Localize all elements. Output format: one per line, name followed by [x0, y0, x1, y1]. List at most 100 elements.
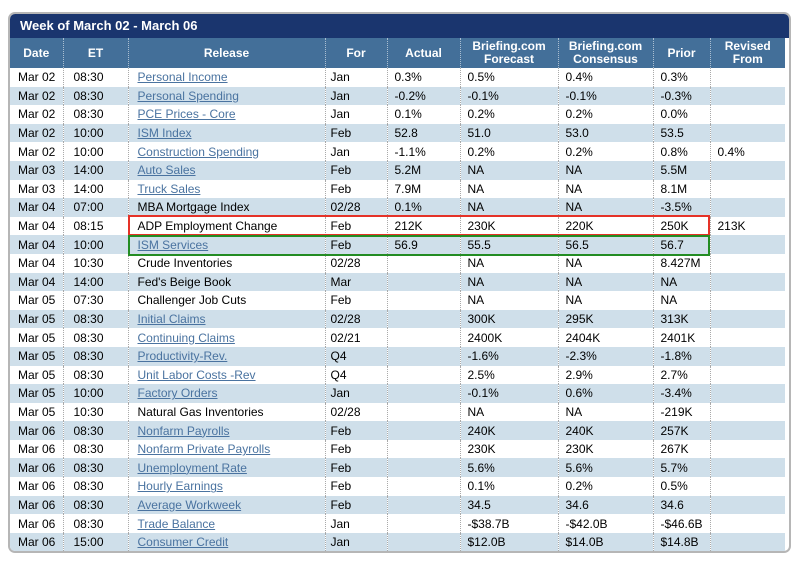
table-row-adp-employment-change: Mar 04 08:15 ADP Employment Change Feb 212K 2… — [10, 216, 785, 236]
for-cell: Feb — [324, 477, 387, 496]
release-link-personal-spending[interactable]: Personal Spending — [137, 88, 239, 103]
actual-cell — [386, 309, 460, 329]
release-link-pce-prices-core[interactable]: PCE Prices - Core — [137, 107, 236, 122]
release-cell: Unit Labor Costs -Rev — [127, 365, 325, 385]
release-link-factory-orders[interactable]: Factory Orders — [137, 386, 218, 401]
release-link-continuing-claims[interactable]: Continuing Claims — [137, 330, 235, 345]
et-cell: 07:30 — [62, 291, 128, 310]
table-row-average-workweek: Mar 06 08:30 Average Workweek Feb 34.5 34.6 34… — [10, 495, 785, 515]
actual-cell — [386, 272, 460, 292]
et-cell: 08:30 — [62, 346, 128, 366]
prior-cell: $14.8B — [652, 532, 710, 552]
forecast-cell: 2400K — [459, 328, 558, 347]
prior-cell: 267K — [652, 439, 710, 459]
column-header-release: Release — [127, 38, 325, 68]
et-cell: 08:30 — [62, 421, 128, 440]
et-cell: 14:00 — [62, 179, 128, 199]
release-link-truck-sales[interactable]: Truck Sales — [137, 181, 201, 196]
date-cell: Mar 03 — [18, 181, 56, 196]
for-cell: Feb — [324, 179, 387, 199]
et-cell: 14:00 — [62, 272, 128, 292]
release-link-nonfarm-private-payrolls[interactable]: Nonfarm Private Payrolls — [137, 442, 271, 457]
et-cell: 08:30 — [62, 68, 128, 87]
revised-cell — [709, 346, 785, 366]
release-link-ism-index[interactable]: ISM Index — [137, 126, 192, 141]
consensus-cell: 230K — [557, 439, 653, 459]
forecast-cell: 0.5% — [459, 68, 558, 87]
table-header: Date ET Release For Actual Briefing.com Forec… — [10, 38, 785, 68]
release-link-hourly-earnings[interactable]: Hourly Earnings — [137, 479, 223, 494]
actual-cell — [386, 365, 460, 385]
actual-cell — [386, 458, 460, 478]
release-link-unemployment-rate[interactable]: Unemployment Rate — [137, 460, 247, 475]
release-link-personal-income[interactable]: Personal Income — [137, 70, 228, 85]
forecast-cell: NA — [459, 160, 558, 180]
forecast-cell: 51.0 — [459, 123, 558, 143]
forecast-cell: NA — [459, 272, 558, 292]
prior-cell: NA — [652, 272, 710, 292]
date-cell: Mar 02 — [18, 144, 56, 159]
table-row-trade-balance: Mar 06 08:30 Trade Balance Jan -$38.7B -$42.0… — [10, 514, 785, 533]
release-cell: Construction Spending — [127, 142, 325, 161]
revised-cell — [709, 309, 785, 329]
revised-cell — [709, 514, 785, 533]
release-link-nonfarm-payrolls[interactable]: Nonfarm Payrolls — [137, 423, 230, 438]
revised-cell — [709, 365, 785, 385]
release-link-average-workweek[interactable]: Average Workweek — [137, 497, 242, 512]
table-row-unit-labor-costs-rev: Mar 05 08:30 Unit Labor Costs -Rev Q4 2.5% 2.… — [10, 365, 785, 385]
release-cell: Auto Sales — [127, 160, 325, 180]
prior-cell: 8.1M — [652, 179, 710, 199]
consensus-cell: 56.5 — [557, 235, 653, 254]
forecast-cell: NA — [459, 179, 558, 199]
actual-cell: -1.1% — [386, 142, 460, 161]
consensus-cell: 5.6% — [557, 458, 653, 478]
prior-cell: 313K — [652, 309, 710, 329]
column-header-for: For — [324, 38, 387, 68]
date-cell: Mar 04 — [18, 237, 56, 252]
date-cell: Mar 02 — [18, 126, 56, 141]
for-cell: Feb — [324, 495, 387, 515]
prior-cell: 53.5 — [652, 123, 710, 143]
revised-cell — [709, 68, 785, 87]
actual-cell — [386, 439, 460, 459]
table-row-continuing-claims: Mar 05 08:30 Continuing Claims 02/21 2400K 24… — [10, 328, 785, 347]
release-link-construction-spending[interactable]: Construction Spending — [137, 144, 259, 159]
for-cell: 02/28 — [324, 309, 387, 329]
revised-cell — [709, 328, 785, 347]
forecast-cell: 230K — [459, 216, 558, 236]
prior-cell: -1.8% — [652, 346, 710, 366]
forecast-cell: 230K — [459, 439, 558, 459]
release-link-initial-claims[interactable]: Initial Claims — [137, 312, 206, 327]
release-cell: ADP Employment Change — [127, 216, 325, 236]
table-row-personal-income: Mar 02 08:30 Personal Income Jan 0.3% 0.5% 0.4… — [10, 68, 785, 87]
consensus-cell: 2.9% — [557, 365, 653, 385]
release-link-auto-sales[interactable]: Auto Sales — [137, 163, 196, 178]
release-link-productivity-rev[interactable]: Productivity-Rev. — [137, 349, 228, 364]
revised-cell: 213K — [709, 216, 785, 236]
release-cell: Trade Balance — [127, 514, 325, 533]
revised-cell — [709, 123, 785, 143]
et-cell: 10:00 — [62, 235, 128, 254]
release-link-unit-labor-costs-rev[interactable]: Unit Labor Costs -Rev — [137, 367, 256, 382]
consensus-cell: NA — [557, 291, 653, 310]
consensus-cell: -2.3% — [557, 346, 653, 366]
release-link-consumer-credit[interactable]: Consumer Credit — [137, 535, 229, 550]
et-cell: 08:30 — [62, 105, 128, 124]
economic-calendar-window: Week of March 02 - March 06 Date ET Releas… — [8, 12, 791, 554]
forecast-cell: 34.5 — [459, 495, 558, 515]
et-cell: 10:30 — [62, 402, 128, 422]
date-cell: Mar 05 — [18, 404, 56, 419]
prior-cell: 56.7 — [652, 235, 710, 254]
for-cell: Jan — [324, 86, 387, 106]
date-cell: Mar 05 — [18, 349, 56, 364]
release-link-trade-balance[interactable]: Trade Balance — [137, 516, 216, 531]
consensus-cell: NA — [557, 272, 653, 292]
consensus-cell: NA — [557, 160, 653, 180]
release-cell: MBA Mortgage Index — [127, 198, 325, 217]
date-cell: Mar 02 — [18, 70, 56, 85]
table-row-ism-services: Mar 04 10:00 ISM Services Feb 56.9 55.5 56.5 56… — [10, 235, 785, 254]
date-cell: Mar 05 — [18, 386, 56, 401]
release-link-ism-services[interactable]: ISM Services — [137, 237, 209, 252]
release-cell: Challenger Job Cuts — [127, 291, 325, 310]
revised-cell — [709, 235, 785, 254]
